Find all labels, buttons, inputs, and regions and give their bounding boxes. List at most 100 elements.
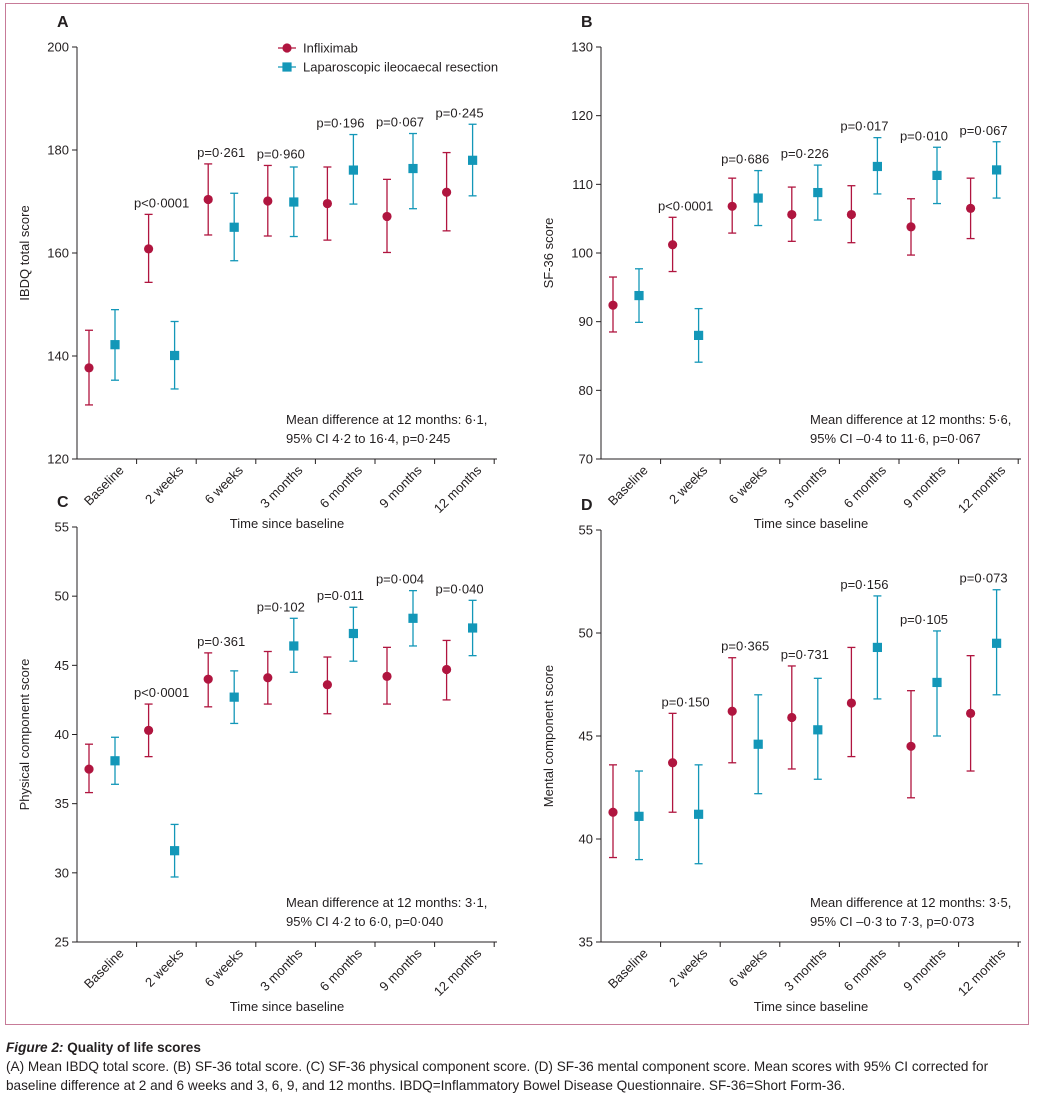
- data-point-resection: [468, 155, 478, 165]
- x-tick-label: 6 weeks: [202, 462, 247, 507]
- data-point-infliximab: [382, 671, 392, 682]
- mean-difference-annotation: 95% CI 4·2 to 16·4, p=0·245: [286, 431, 450, 446]
- data-point-infliximab: [846, 209, 857, 220]
- x-tick-label: 9 months: [376, 462, 425, 511]
- data-point-infliximab: [263, 196, 273, 206]
- panel-label: D: [581, 497, 593, 514]
- data-point-infliximab: [322, 198, 332, 209]
- mean-difference-annotation: 95% CI –0·3 to 7·3, p=0·073: [810, 914, 974, 929]
- data-point-resection: [813, 725, 823, 735]
- p-value-label: p=0·731: [781, 647, 829, 662]
- p-value-label: p=0·960: [257, 146, 305, 161]
- data-point-resection: [408, 613, 418, 623]
- data-point-resection: [170, 350, 180, 361]
- data-point-resection: [289, 197, 299, 207]
- x-axis-title: Time since baseline: [230, 999, 344, 1014]
- p-value-label: p=0·226: [781, 146, 829, 161]
- p-value-label: p=0·004: [376, 572, 424, 587]
- data-point-resection: [110, 340, 120, 350]
- figure-frame: [5, 3, 1029, 1025]
- data-point-resection: [694, 330, 704, 340]
- data-point-resection: [694, 809, 704, 819]
- x-tick-label: 6 months: [841, 462, 890, 511]
- x-tick-label: 6 months: [841, 945, 890, 994]
- p-value-label: p=0·156: [840, 577, 888, 592]
- data-point-infliximab: [84, 764, 94, 774]
- p-value-label: p=0·105: [900, 612, 948, 627]
- data-point-infliximab: [787, 712, 797, 723]
- y-tick-label: 120: [571, 108, 593, 123]
- data-point-infliximab: [906, 222, 916, 232]
- series-resection: [634, 136, 1002, 363]
- panel-label: A: [57, 14, 69, 31]
- y-tick-label: 40: [55, 727, 69, 742]
- y-tick-label: 140: [47, 349, 69, 364]
- x-tick-label: 12 months: [955, 945, 1009, 999]
- data-point-resection: [110, 756, 120, 766]
- y-tick-label: 100: [571, 246, 593, 261]
- legend: Infliximab Laparoscopic ileocaecal resect…: [278, 41, 498, 75]
- y-tick-label: 25: [55, 935, 69, 950]
- y-tick-label: 55: [579, 523, 593, 538]
- y-axis-title: SF-36 score: [541, 218, 556, 289]
- legend-label: Infliximab: [303, 41, 358, 56]
- series-infliximab: [608, 646, 976, 859]
- x-tick-label: Baseline: [605, 463, 651, 509]
- caption-title: Quality of life scores: [67, 1040, 201, 1055]
- data-point-infliximab: [84, 363, 94, 373]
- series-infliximab: [608, 177, 976, 333]
- data-point-resection: [229, 222, 239, 232]
- p-value-label: p=0·245: [436, 105, 484, 120]
- y-tick-label: 50: [579, 626, 593, 641]
- panel-b: B 70 80 90 100 110 120 130 Baseline 2 weeks 6 week…: [541, 14, 1021, 531]
- y-tick-label: 35: [579, 935, 593, 950]
- p-value-label: p=0·150: [662, 694, 710, 709]
- p-value-label: p=0·361: [197, 634, 245, 649]
- x-tick-label: 12 months: [955, 462, 1009, 516]
- p-value-label: p=0·067: [376, 115, 424, 130]
- x-tick-label: 3 months: [257, 462, 306, 511]
- data-point-infliximab: [966, 203, 976, 213]
- panel-c: C 25 30 35 40 45 50 55 Baseline 2 weeks 6 weeks 3 m…: [17, 494, 497, 1014]
- series-resection: [110, 589, 478, 878]
- series-infliximab: [84, 151, 452, 406]
- mean-difference-annotation: Mean difference at 12 months: 3·5,: [810, 895, 1011, 910]
- data-point-infliximab: [727, 201, 737, 211]
- data-point-resection: [992, 165, 1002, 175]
- y-tick-label: 55: [55, 520, 69, 535]
- data-point-infliximab: [203, 674, 213, 684]
- mean-difference-annotation: Mean difference at 12 months: 5·6,: [810, 412, 1011, 427]
- p-value-label: p=0·102: [257, 599, 305, 614]
- p-value-label: p=0·686: [721, 152, 769, 167]
- mean-difference-annotation: 95% CI 4·2 to 6·0, p=0·040: [286, 914, 443, 929]
- x-tick-label: 12 months: [431, 462, 485, 516]
- x-tick-label: 6 weeks: [726, 945, 771, 990]
- x-tick-label: 3 months: [781, 462, 830, 511]
- x-tick-label: Baseline: [605, 946, 651, 992]
- p-value-label: p<0·0001: [658, 198, 713, 213]
- panel-label: C: [57, 494, 69, 511]
- data-point-resection: [872, 161, 882, 172]
- series-resection: [634, 589, 1002, 865]
- x-tick-label: 6 weeks: [726, 462, 771, 507]
- data-point-resection: [468, 623, 478, 633]
- x-tick-label: 3 months: [781, 945, 830, 994]
- mean-difference-annotation: Mean difference at 12 months: 6·1,: [286, 412, 487, 427]
- data-point-resection: [753, 193, 763, 203]
- data-point-resection: [753, 739, 763, 749]
- y-tick-label: 70: [579, 452, 593, 467]
- x-tick-label: Baseline: [81, 463, 127, 509]
- p-value-label: p=0·365: [721, 639, 769, 654]
- x-tick-label: 9 months: [900, 945, 949, 994]
- data-point-resection: [348, 165, 358, 175]
- data-point-infliximab: [144, 244, 154, 254]
- data-point-infliximab: [966, 708, 976, 718]
- x-tick-label: Baseline: [81, 946, 127, 992]
- x-tick-label: 9 months: [900, 462, 949, 511]
- legend-marker-infliximab: [282, 43, 292, 53]
- y-tick-label: 50: [55, 589, 69, 604]
- x-tick-label: 2 weeks: [142, 945, 187, 990]
- y-tick-label: 180: [47, 143, 69, 158]
- y-axis-title: Mental component score: [541, 665, 556, 807]
- series-resection: [110, 123, 478, 390]
